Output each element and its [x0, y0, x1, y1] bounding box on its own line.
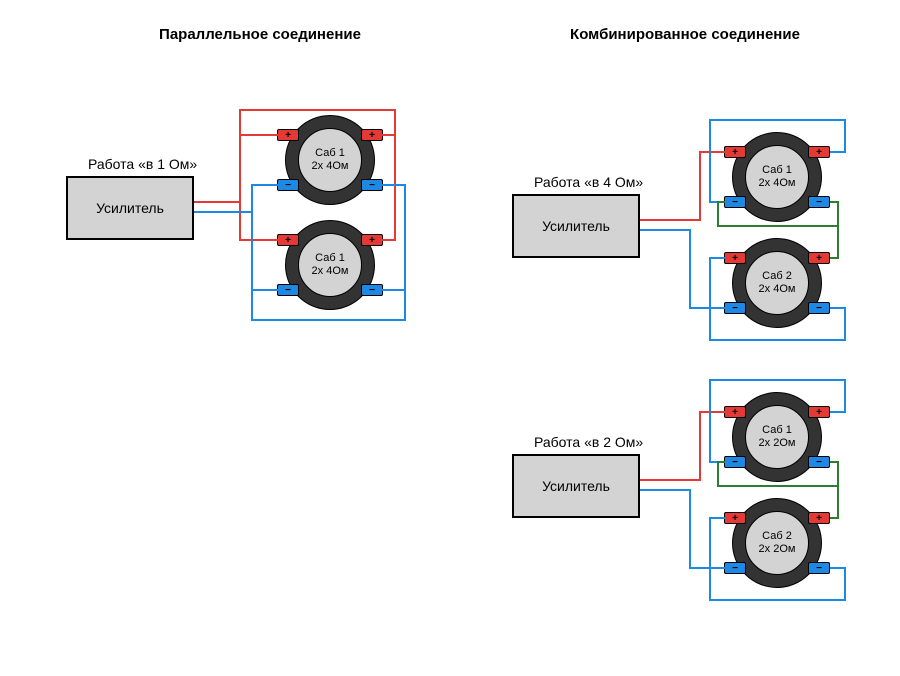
sub-name: Саб 2	[762, 270, 792, 283]
terminal-pos-icon: +	[361, 234, 383, 246]
terminal-neg-icon: −	[277, 284, 299, 296]
terminal-pos-icon: +	[277, 129, 299, 141]
sub-spec: 2х 4Ом	[759, 283, 796, 296]
terminal-neg-icon: −	[724, 456, 746, 468]
speaker-inner: Саб 2 2х 2Ом	[745, 511, 809, 575]
sub-combo2-1: Саб 1 2х 2Ом + + − −	[732, 392, 822, 482]
terminal-pos-icon: +	[277, 234, 299, 246]
speaker-inner: Саб 1 2х 4Ом	[745, 145, 809, 209]
terminal-pos-icon: +	[724, 406, 746, 418]
amp-label: Усилитель	[96, 200, 164, 216]
terminal-pos-icon: +	[361, 129, 383, 141]
terminal-neg-icon: −	[361, 284, 383, 296]
terminal-neg-icon: −	[808, 562, 830, 574]
sub-name: Саб 2	[762, 530, 792, 543]
speaker-inner: Саб 1 2х 4Ом	[298, 233, 362, 297]
title-parallel: Параллельное соединение	[135, 26, 385, 43]
sub-spec: 2х 4Ом	[759, 177, 796, 190]
terminal-pos-icon: +	[724, 512, 746, 524]
amplifier-combo2: Усилитель	[512, 454, 640, 518]
sub-combo2-2: Саб 2 2х 2Ом + + − −	[732, 498, 822, 588]
terminal-pos-icon: +	[808, 252, 830, 264]
terminal-neg-icon: −	[808, 196, 830, 208]
terminal-pos-icon: +	[808, 406, 830, 418]
terminal-neg-icon: −	[277, 179, 299, 191]
amp-label: Усилитель	[542, 478, 610, 494]
sub-spec: 2х 4Ом	[312, 160, 349, 173]
terminal-neg-icon: −	[808, 456, 830, 468]
sub-combo1-2: Саб 2 2х 4Ом + + − −	[732, 238, 822, 328]
sub-parallel-1: Саб 1 2х 4Ом + + − −	[285, 115, 375, 205]
sub-name: Саб 1	[315, 252, 345, 265]
work-label-combo1: Работа «в 4 Ом»	[534, 174, 643, 190]
terminal-neg-icon: −	[724, 196, 746, 208]
sub-name: Саб 1	[762, 424, 792, 437]
amplifier-parallel: Усилитель	[66, 176, 194, 240]
sub-name: Саб 1	[762, 164, 792, 177]
speaker-inner: Саб 2 2х 4Ом	[745, 251, 809, 315]
sub-combo1-1: Саб 1 2х 4Ом + + − −	[732, 132, 822, 222]
terminal-pos-icon: +	[724, 146, 746, 158]
terminal-neg-icon: −	[808, 302, 830, 314]
sub-name: Саб 1	[315, 147, 345, 160]
sub-parallel-2: Саб 1 2х 4Ом + + − −	[285, 220, 375, 310]
terminal-pos-icon: +	[808, 512, 830, 524]
work-label-parallel: Работа «в 1 Ом»	[88, 156, 197, 172]
terminal-pos-icon: +	[808, 146, 830, 158]
speaker-inner: Саб 1 2х 4Ом	[298, 128, 362, 192]
title-combo: Комбинированное соединение	[545, 26, 825, 43]
terminal-neg-icon: −	[724, 562, 746, 574]
sub-spec: 2х 2Ом	[759, 437, 796, 450]
amp-label: Усилитель	[542, 218, 610, 234]
sub-spec: 2х 4Ом	[312, 265, 349, 278]
terminal-neg-icon: −	[361, 179, 383, 191]
speaker-inner: Саб 1 2х 2Ом	[745, 405, 809, 469]
amplifier-combo1: Усилитель	[512, 194, 640, 258]
terminal-neg-icon: −	[724, 302, 746, 314]
work-label-combo2: Работа «в 2 Ом»	[534, 434, 643, 450]
sub-spec: 2х 2Ом	[759, 543, 796, 556]
terminal-pos-icon: +	[724, 252, 746, 264]
